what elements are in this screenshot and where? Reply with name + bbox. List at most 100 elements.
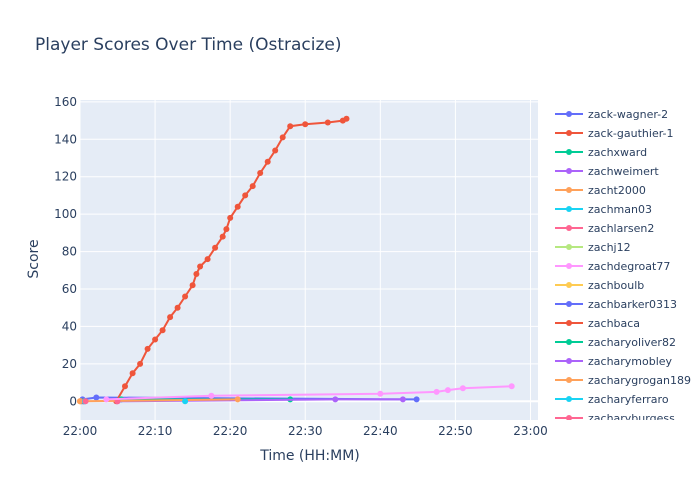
legend-marker-swatch [566,377,572,383]
legend-item[interactable]: zachbarker0313 [555,298,677,311]
data-point[interactable] [144,345,151,352]
data-point[interactable] [444,387,451,394]
data-point[interactable] [234,396,241,403]
legend-marker-swatch [566,244,572,250]
data-point[interactable] [82,398,89,405]
data-point[interactable] [167,314,174,321]
legend-label: zachbaca [588,317,640,330]
data-point[interactable] [189,282,196,289]
legend-marker-swatch [566,111,572,117]
legend-marker-swatch [566,415,572,420]
plot-area [80,100,538,420]
data-point[interactable] [182,293,189,300]
data-point[interactable] [234,203,241,210]
data-point[interactable] [204,256,211,263]
legend-label: zacht2000 [588,184,646,197]
series-zachdegroat77 [103,383,515,403]
data-point[interactable] [272,147,279,154]
legend-label: zachxward [588,146,647,159]
x-axis-title: Time (HH:MM) [259,448,360,464]
legend-label: zachlarsen2 [588,222,654,235]
data-point[interactable] [223,226,230,233]
series-zacharyburgess [82,398,89,405]
data-point[interactable] [508,383,515,390]
legend-item[interactable]: zack-wagner-2 [555,108,668,121]
data-point[interactable] [137,360,144,367]
y-tick-label: 120 [54,170,77,184]
data-point[interactable] [174,304,181,311]
legend-item[interactable]: zacharymobley [555,355,673,368]
legend-label: zacharyoliver82 [588,336,676,349]
data-point[interactable] [227,214,234,221]
series-layer [77,115,515,405]
legend-label: zacharygrogan189 [588,374,691,387]
data-point[interactable] [287,123,294,130]
y-tick-label: 100 [54,207,77,221]
data-point[interactable] [122,383,128,390]
legend-marker-swatch [566,149,572,155]
data-point[interactable] [193,271,200,277]
data-point[interactable] [343,115,350,122]
legend-item[interactable]: zachdegroat77 [555,260,670,273]
data-point[interactable] [152,336,159,343]
legend-item[interactable]: zacharyoliver82 [555,336,676,349]
data-point[interactable] [264,158,271,165]
data-point[interactable] [377,390,384,397]
data-point[interactable] [208,392,215,399]
y-tick-label: 40 [62,319,77,333]
data-point[interactable] [257,170,264,176]
legend-item[interactable]: zachxward [555,146,647,159]
legend-label: zachbarker0313 [588,298,677,311]
legend-item[interactable]: zacharygrogan189 [555,374,691,387]
y-tick-label: 140 [54,132,77,146]
data-point[interactable] [433,388,440,395]
data-point[interactable] [399,396,406,403]
legend-item[interactable]: zachweimert [555,165,659,178]
legend-marker-swatch [566,206,572,212]
data-point[interactable] [249,183,256,190]
data-point[interactable] [182,398,189,405]
legend-item[interactable]: zachbaca [555,317,640,330]
data-point[interactable] [197,263,204,270]
data-point[interactable] [159,327,166,334]
legend-item[interactable]: zachj12 [555,241,631,254]
y-tick-label: 0 [69,394,77,408]
legend-marker-swatch [566,396,572,402]
legend-item[interactable]: zachlarsen2 [555,222,654,235]
data-point[interactable] [103,396,110,403]
data-point[interactable] [242,192,249,199]
legend-label: zacharymobley [588,355,673,368]
data-point[interactable] [324,119,331,126]
data-point[interactable] [332,396,339,403]
legend-item[interactable]: zachboulb [555,279,644,292]
data-point[interactable] [129,370,136,377]
grid-lines [79,100,538,420]
legend-marker-swatch [566,225,572,231]
y-tick-label: 20 [62,357,77,371]
legend-label: zachdegroat77 [588,260,670,273]
data-point[interactable] [413,396,420,403]
legend-label: zachj12 [588,241,631,254]
legend-label: zachweimert [588,165,659,178]
data-point[interactable] [77,398,83,405]
legend-item[interactable]: zacharyferraro [555,393,669,406]
legend[interactable]: zack-wagner-2 zack-gauthier-1 zachxward zac… [555,108,691,425]
chart-title: Player Scores Over Time (Ostracize) [35,35,342,55]
data-point[interactable] [279,134,286,141]
legend-item[interactable]: zack-gauthier-1 [555,127,674,140]
data-point[interactable] [459,385,466,392]
data-point[interactable] [302,121,309,128]
data-point[interactable] [212,244,219,251]
x-tick-label: 23:00 [513,424,548,438]
legend-item[interactable]: zacharyburgess [555,412,675,425]
data-point[interactable] [219,233,226,240]
y-axis-ticks: 0 20 40 60 80 100 120 140 160 [54,95,77,408]
data-point[interactable] [93,394,100,401]
legend-label: zachboulb [588,279,644,292]
y-axis-title: Score [26,239,42,278]
legend-item[interactable]: zacht2000 [555,184,646,197]
legend-item[interactable]: zachman03 [555,203,652,216]
legend-marker-swatch [566,339,572,345]
legend-label: zack-wagner-2 [588,108,668,121]
x-tick-label: 22:10 [138,424,173,438]
